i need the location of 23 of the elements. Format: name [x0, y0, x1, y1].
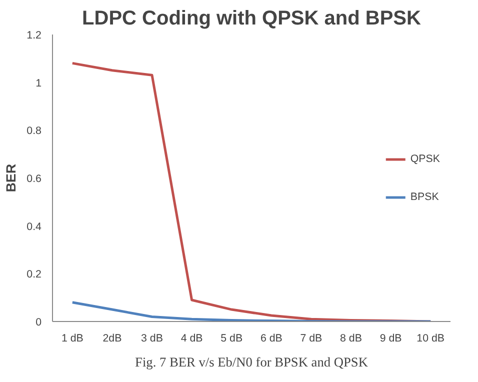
y-axis-title: BER: [4, 164, 19, 192]
x-tick-label: 3 dB: [141, 332, 163, 344]
line-series: [71, 301, 432, 322]
x-tick-label: 2dB: [102, 332, 122, 344]
x-tick-label: 6 dB: [260, 332, 282, 344]
y-tick-label: 0.8: [26, 125, 42, 138]
y-tick-label: 0: [36, 316, 42, 328]
y-tick-label: 0.2: [26, 268, 42, 281]
y-tick-label: 1: [36, 77, 42, 90]
caption: Fig. 7 BER v/s Eb/N0 for BPSK and QPSK: [135, 354, 368, 370]
legend-label: BPSK: [410, 190, 439, 202]
y-tick-label: 1.2: [26, 30, 42, 42]
x-tick-label: 8 dB: [340, 332, 362, 344]
x-tick-label: 10 dB: [416, 332, 445, 344]
x-tick-label: 7 dB: [300, 332, 322, 344]
y-tick-label: 0.4: [26, 220, 42, 233]
y-tick-label: 0.6: [26, 173, 42, 185]
x-tick-label: 9 dB: [380, 332, 402, 344]
legend-label: QPSK: [410, 152, 440, 164]
x-tick-label: 4 dB: [180, 332, 203, 344]
x-tick-label: 1 dB: [61, 332, 84, 344]
chart-title: LDPC Coding with QPSK and BPSK: [82, 8, 422, 30]
x-tick-label: 5 dB: [220, 332, 243, 344]
